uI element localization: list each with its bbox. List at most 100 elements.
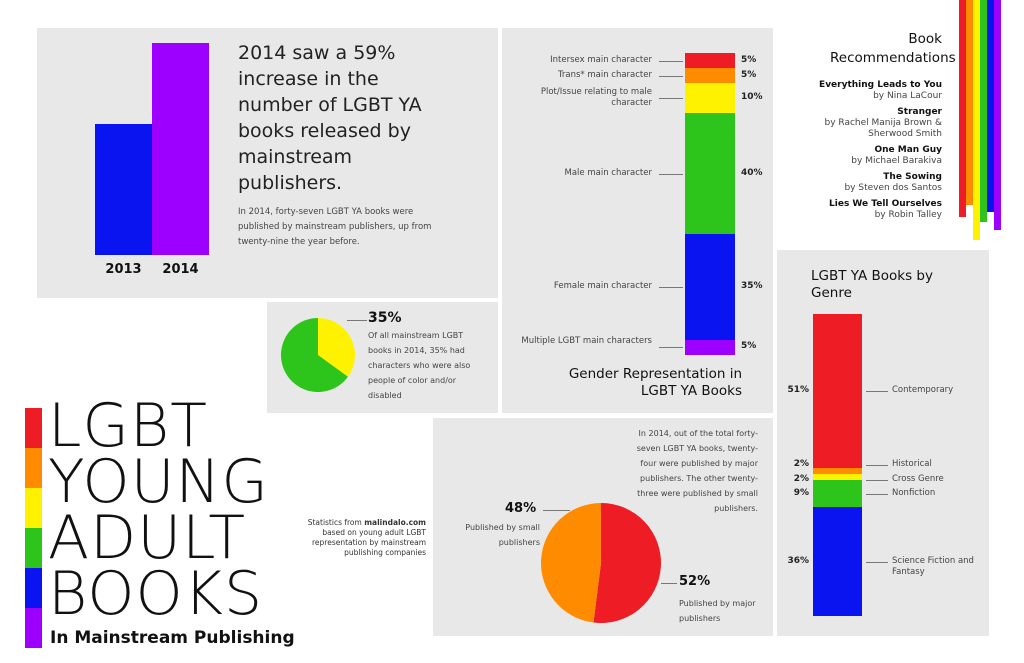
stripe (980, 0, 987, 222)
book-author: by Rachel Manija Brown & Sherwood Smith (824, 118, 942, 139)
book-author: by Robin Talley (874, 210, 942, 220)
segment-label: Contemporary (892, 385, 954, 395)
source-prefix: Statistics from (307, 518, 365, 527)
bar-label-2014: 2014 (162, 262, 199, 277)
stripe (973, 0, 980, 240)
title-line: BOOKS (48, 559, 264, 629)
segment-pct: 2% (793, 474, 809, 485)
stripe (25, 408, 42, 448)
book-author: by Nina LaCour (873, 91, 942, 101)
book-item: Lies We Tell Ourselves by Robin Talley (770, 199, 942, 221)
small-pct: 48% (505, 501, 537, 516)
book-recommendations: Book Recommendations Everything Leads to… (770, 30, 956, 226)
stripe (25, 568, 42, 608)
segment-pct: 40% (741, 167, 763, 178)
rainbow-bar-decoration (25, 408, 42, 648)
poc-pct: 35% (368, 310, 402, 326)
book-author: by Michael Barakiva (851, 156, 942, 166)
pie-slice-poc (318, 318, 355, 377)
genre-stacked-bar: 51% Contemporary 2% Historical 2% Cross Genre… (777, 250, 989, 636)
major-label: Published by major publishers (679, 599, 756, 623)
pie-slice-major (593, 503, 661, 623)
publishers-text: In 2014, out of the total forty-seven LG… (636, 429, 758, 513)
bar-label-2013: 2013 (105, 262, 142, 277)
stripe (25, 488, 42, 528)
stripe (959, 0, 966, 217)
segment-pct: 5% (741, 341, 757, 352)
growth-headline: 2014 saw a 59% increase in the number of… (238, 42, 422, 194)
title-line: ADULT (48, 503, 246, 573)
segment-4 (685, 234, 735, 340)
segment-label: Intersex main character (550, 54, 652, 65)
book-item: One Man Guy by Michael Barakiva (770, 145, 942, 167)
book-title: One Man Guy (874, 145, 942, 155)
segment-0 (813, 314, 862, 469)
segment-2 (813, 474, 862, 481)
bar-2014 (152, 43, 209, 255)
stripe (966, 0, 973, 205)
book-title: Everything Leads to You (819, 80, 942, 90)
segment-2 (685, 83, 735, 114)
pie-slice-small (540, 503, 601, 623)
growth-panel: 2013 2014 2014 saw a 59% increase in the … (37, 28, 498, 298)
stripe (25, 528, 42, 568)
title-line: YOUNG (48, 447, 269, 517)
segment-pct: 10% (741, 92, 763, 103)
publishers-pie-chart (540, 503, 661, 623)
stripe (25, 448, 42, 488)
small-label: Published by small publishers (465, 523, 540, 547)
segment-1 (813, 468, 862, 475)
genre-panel: LGBT YA Books by Genre 51% Contemporary 2%… (777, 250, 989, 636)
poc-text: Of all mainstream LGBT books in 2014, 35… (368, 331, 471, 400)
segment-label: Science Fiction and Fantasy (892, 555, 974, 577)
book-item: Everything Leads to You by Nina LaCour (770, 80, 942, 102)
segment-pct: 36% (787, 555, 809, 566)
main-subtitle: In Mainstream Publishing (50, 628, 295, 648)
book-item: The Sowing by Steven dos Santos (770, 172, 942, 194)
major-pct: 52% (679, 574, 711, 589)
source-rest: based on young adult LGBT representation… (312, 528, 426, 557)
publishers-panel: In 2014, out of the total forty-seven LG… (433, 418, 773, 636)
book-title: Stranger (897, 107, 942, 117)
bar-2013 (95, 124, 152, 255)
segment-label: Multiple LGBT main characters (521, 336, 652, 347)
stripe (987, 0, 994, 212)
title-line: LGBT (48, 391, 208, 461)
segment-3 (813, 480, 862, 508)
genre-title: LGBT YA Books by Genre (811, 268, 933, 301)
segment-label: Trans* main character (557, 69, 652, 80)
book-item: Stranger by Rachel Manija Brown & Sherwoo… (770, 107, 942, 140)
segment-label: Female main character (553, 281, 652, 292)
book-title: Lies We Tell Ourselves (829, 199, 942, 209)
gender-title: Gender Representation in LGBT YA Books (568, 366, 742, 399)
segment-4 (813, 507, 862, 616)
segment-0 (685, 53, 735, 69)
source-note: Statistics from malindalo.com based on y… (298, 518, 426, 558)
recs-title: Book Recommendations (830, 31, 956, 66)
source-site: malindalo.com (364, 518, 426, 527)
segment-pct: 2% (793, 459, 809, 470)
main-title: LGBT YOUNG ADULT BOOKS (48, 391, 269, 629)
segment-3 (685, 113, 735, 235)
pie-slice-other (281, 318, 348, 392)
poc-pie-chart (281, 318, 355, 392)
segment-label: Cross Genre (892, 474, 944, 485)
poc-panel: 35% Of all mainstream LGBT books in 2014… (267, 302, 498, 413)
segment-pct: 5% (741, 54, 757, 65)
gender-stacked-bar: Intersex main character 5% Trans* main cha… (502, 28, 773, 413)
segment-label: Plot/Issue relating to male character (540, 87, 652, 109)
segment-pct: 35% (741, 281, 763, 292)
segment-label: Historical (892, 459, 932, 470)
segment-label: Nonfiction (892, 487, 936, 498)
segment-5 (685, 339, 735, 355)
growth-detail: In 2014, forty-seven LGBT YA books were … (238, 207, 432, 247)
gender-panel: Intersex main character 5% Trans* main cha… (502, 28, 773, 413)
segment-pct: 51% (787, 385, 809, 395)
book-title: The Sowing (883, 172, 942, 182)
segment-1 (685, 68, 735, 84)
segment-pct: 9% (793, 487, 809, 498)
stripe (25, 608, 42, 648)
year-bar-chart: 2013 2014 (95, 28, 209, 298)
stripe (994, 0, 1001, 230)
segment-pct: 5% (741, 69, 757, 80)
